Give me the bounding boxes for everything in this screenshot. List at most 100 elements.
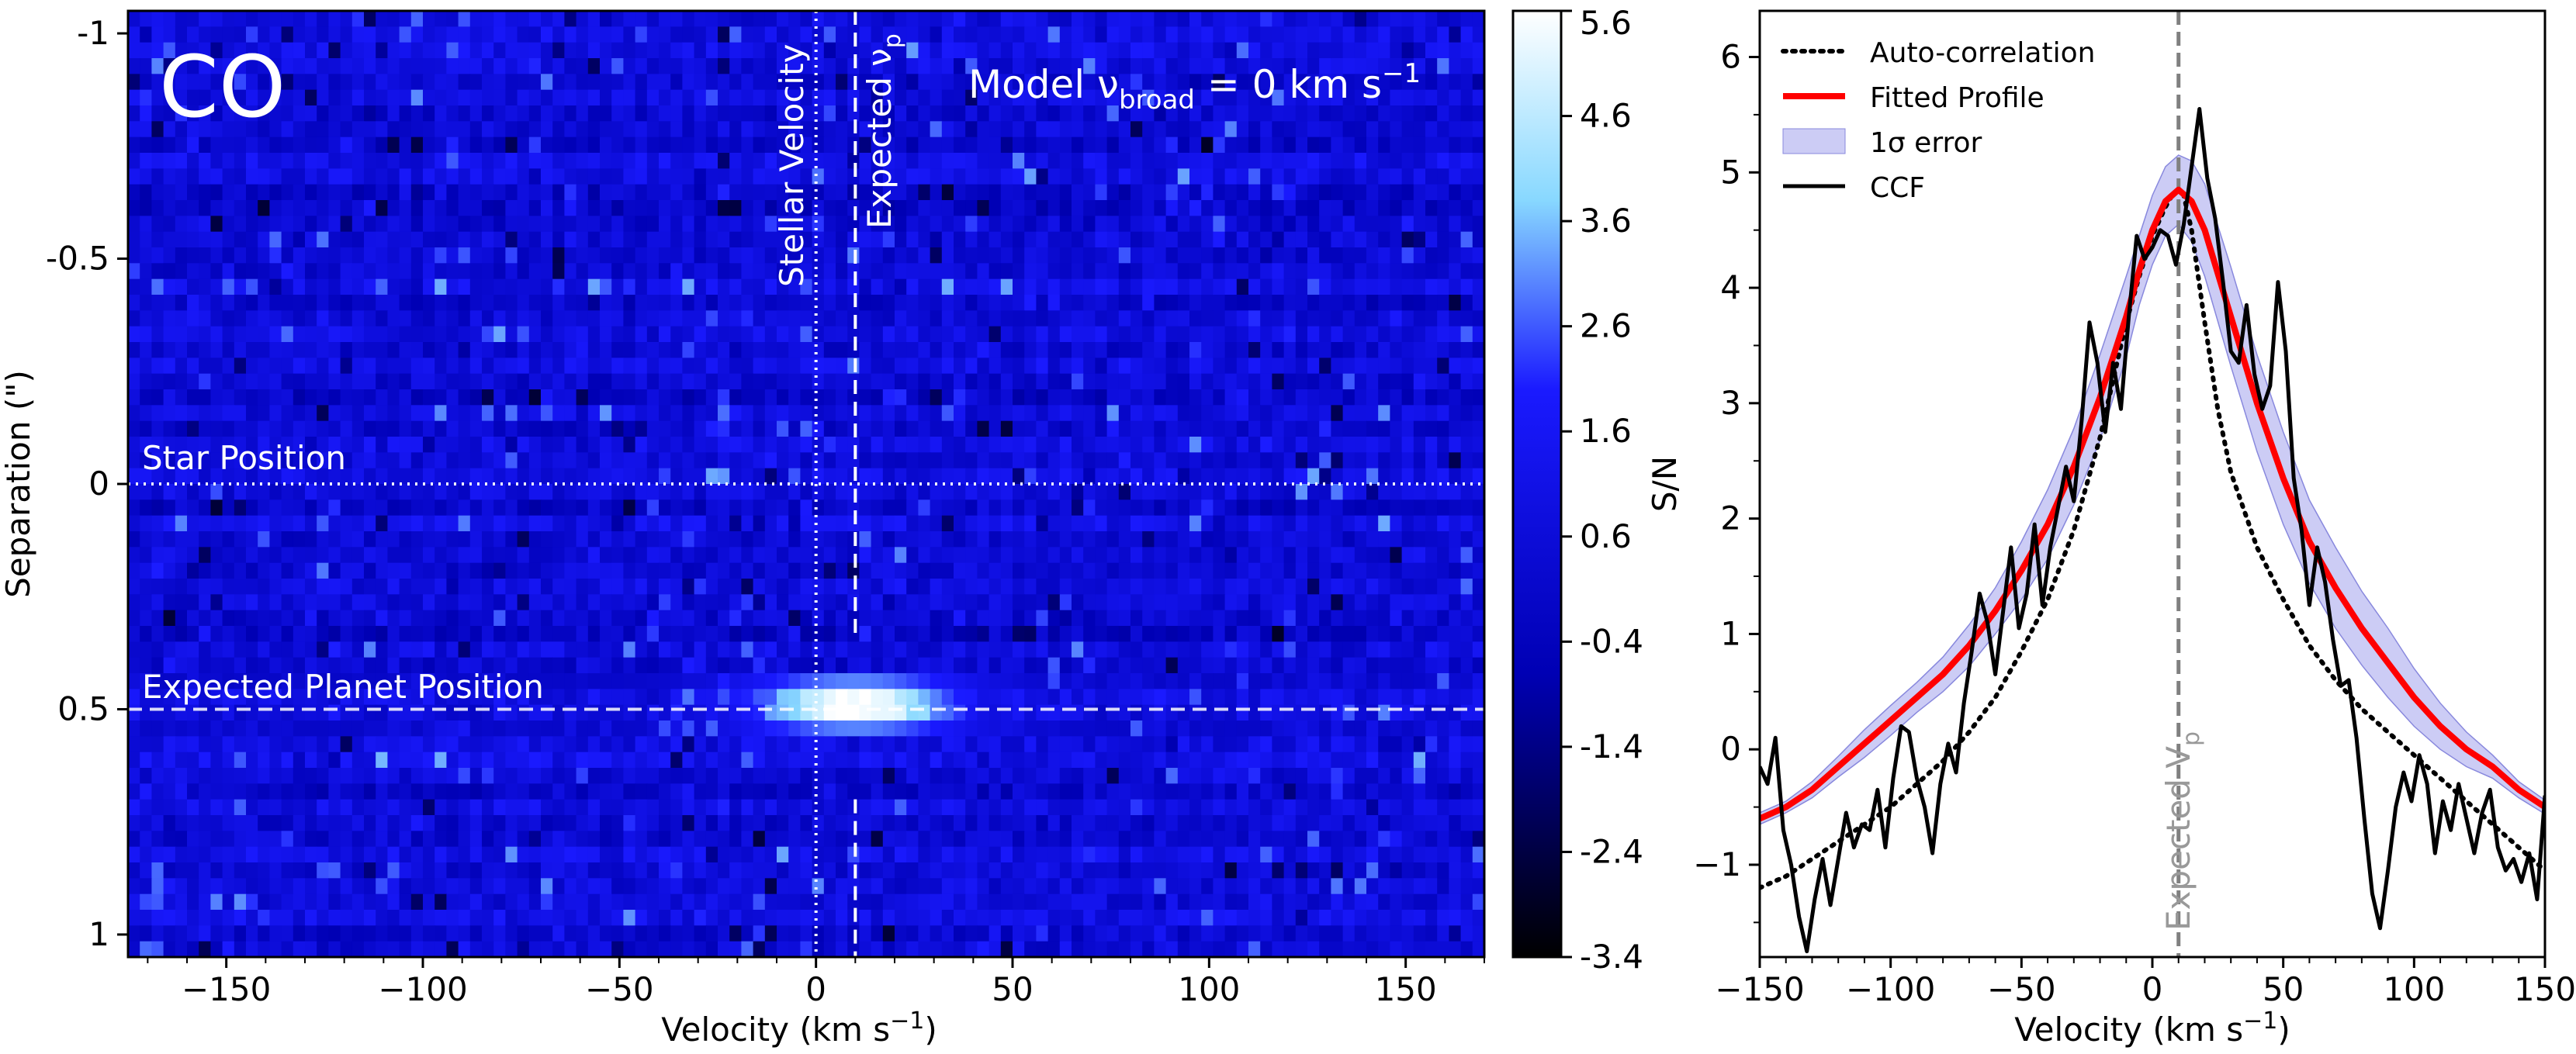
heatmap-cell [611,105,624,122]
heatmap-cell [423,515,435,532]
heatmap-cell [293,484,306,500]
heatmap-cell [1354,42,1367,59]
heatmap-cell [918,105,931,122]
heatmap-cell [623,278,636,295]
heatmap-cell [517,405,530,422]
heatmap-cell [989,105,1002,122]
heatmap-cell [1449,26,1462,43]
heatmap-cell [1260,499,1272,517]
heatmap-cell [1272,499,1285,517]
heatmap-cell [1165,358,1179,375]
heatmap-cell [788,200,801,216]
heatmap-cell [187,342,199,358]
heatmap-cell [1036,484,1049,500]
heatmap-cell [1401,326,1414,343]
heatmap-cell [1072,547,1084,564]
heatmap-cell [163,295,176,311]
heatmap-cell [1083,200,1096,216]
heatmap-cell [1319,468,1331,485]
heatmap-cell [764,484,777,500]
heatmap-cell [1248,389,1261,406]
heatmap-cell [1165,641,1179,658]
heatmap-cell [1307,437,1320,453]
heatmap-cell [1366,420,1379,437]
heatmap-cell [387,11,400,27]
heatmap-cell [670,626,683,642]
heatmap-cell [1106,26,1120,43]
heatmap-cell [1142,263,1155,280]
heatmap-cell [1024,531,1037,548]
heatmap-cell [895,358,907,375]
heatmap-cell [1177,278,1190,295]
heatmap-cell [258,689,270,706]
heatmap-cell [376,547,388,564]
heatmap-cell [1413,278,1426,295]
heatmap-cell [965,468,978,485]
heatmap-cell [646,389,660,406]
heatmap-cell [482,405,494,422]
heatmap-cell [493,452,506,469]
heatmap-cell [977,405,990,422]
heatmap-cell [399,42,412,59]
heatmap-cell [1236,105,1249,122]
heatmap-cell [1165,295,1179,311]
heatmap-cell [1213,11,1226,27]
heatmap-cell [659,499,671,517]
heatmap-cell [1036,342,1049,358]
heatmap-cell [528,247,542,264]
heatmap-cell [1331,626,1344,642]
heatmap-cell [670,263,683,280]
heatmap-cell [1390,216,1403,233]
heatmap-cell [965,168,978,185]
heatmap-cell [1295,247,1308,264]
heatmap-cell [340,515,353,532]
heatmap-cell [659,342,671,358]
heatmap-cell [1083,358,1096,375]
heatmap-cell [482,26,494,43]
heatmap-cell [163,137,176,154]
heatmap-cell [281,689,294,706]
heatmap-cell [1177,310,1190,327]
heatmap-cell [1472,121,1484,138]
heatmap-cell [541,452,553,469]
heatmap-cell [293,231,306,248]
heatmap-cell [1024,405,1037,422]
heatmap-cell [895,153,907,169]
heatmap-cell [552,594,565,611]
heatmap-cell [1472,358,1484,375]
heatmap-cell [847,42,860,59]
heatmap-cell [635,405,648,422]
heatmap-cell [918,74,931,91]
heatmap-cell [705,420,718,437]
heatmap-cell [1390,153,1403,169]
heatmap-cell [977,58,990,74]
heatmap-cell [812,58,825,74]
heatmap-cell [1260,11,1272,27]
heatmap-cell [340,452,353,469]
heatmap-cell [836,310,848,327]
heatmap-cell [741,231,754,248]
heatmap-cell [1072,11,1084,27]
heatmap-cell [1165,342,1179,358]
heatmap-cell [376,342,388,358]
heatmap-cell [930,231,943,248]
heatmap-cell [305,342,317,358]
heatmap-cell [1201,11,1214,27]
heatmap-cell [576,326,589,343]
heatmap-cell [682,579,695,595]
heatmap-cell [552,373,565,390]
heatmap-cell [1036,626,1049,642]
heatmap-cell [269,547,282,564]
heatmap-cell [635,452,648,469]
heatmap-cell [965,326,978,343]
heatmap-cell [376,105,388,122]
heatmap-cell [328,420,341,437]
heatmap-cell [1342,168,1356,185]
heatmap-cell [541,579,553,595]
heatmap-cell [965,58,978,74]
heatmap-cell [1106,468,1120,485]
heatmap-cell [694,310,707,327]
heatmap-cell [930,310,943,327]
heatmap-cell [328,499,341,517]
heatmap-cell [670,89,683,106]
